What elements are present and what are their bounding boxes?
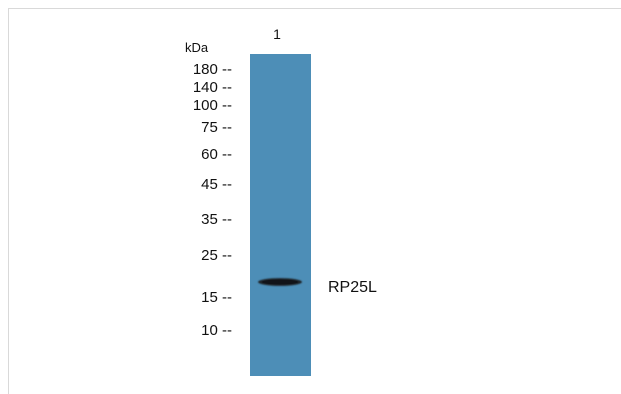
lane-number: 1 [273, 26, 281, 42]
marker-label-100: 100 -- [192, 97, 232, 114]
marker-label-180: 180 -- [192, 61, 232, 78]
protein-band [258, 278, 302, 286]
protein-label: RP25L [328, 279, 377, 296]
marker-label-60: 60 -- [201, 146, 232, 163]
blot-frame [8, 8, 621, 394]
marker-label-10: 10 -- [201, 322, 232, 339]
marker-label-25: 25 -- [201, 247, 232, 264]
kda-label: kDa [185, 40, 209, 55]
marker-label-35: 35 -- [201, 211, 232, 228]
marker-label-75: 75 -- [201, 119, 232, 136]
marker-label-140: 140 -- [192, 79, 232, 96]
marker-label-15: 15 -- [201, 289, 232, 306]
marker-label-45: 45 -- [201, 176, 232, 193]
blot-lane [250, 54, 311, 376]
